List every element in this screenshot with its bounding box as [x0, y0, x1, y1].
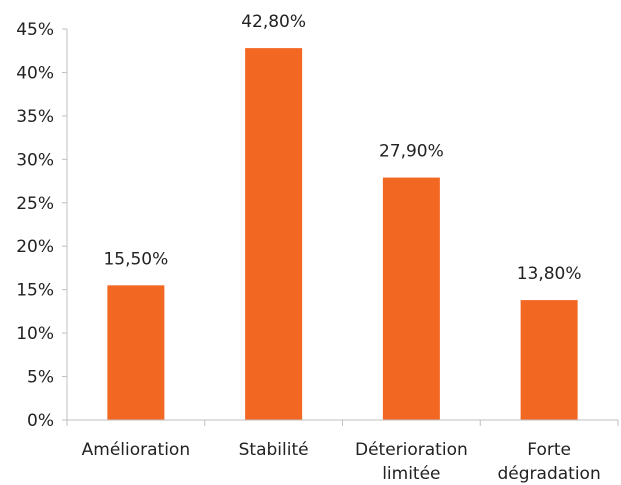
y-tick-label: 40% [16, 63, 54, 83]
x-axis: Amélioration Stabilité Déterioration limité… [66, 419, 619, 484]
data-label: 13,80% [517, 264, 582, 284]
y-tick-label: 20% [16, 237, 54, 257]
y-tick-label: 15% [16, 281, 54, 301]
y-tick-label: 35% [16, 107, 54, 127]
y-tick-label: 30% [16, 150, 54, 170]
y-tick-label: 5% [27, 368, 54, 388]
y-tick-label: 45% [16, 20, 54, 40]
y-tick-label: 0% [27, 411, 54, 431]
y-axis: 0% 5% 10% 15% 20% 25% 30% 35% 40% 45% [16, 20, 68, 431]
x-category-label: limitée [382, 464, 440, 484]
bar [520, 300, 578, 420]
data-label: 42,80% [241, 12, 306, 32]
data-label: 27,90% [379, 142, 444, 162]
x-category-label: dégradation [498, 464, 601, 484]
data-label: 15,50% [103, 249, 168, 269]
x-category-label: Stabilité [239, 440, 309, 460]
y-tick-label: 25% [16, 194, 54, 214]
bar [245, 48, 303, 421]
y-tick-label: 10% [16, 324, 54, 344]
bar [382, 177, 440, 420]
bars [107, 48, 578, 421]
x-category-label: Déterioration [355, 440, 468, 460]
x-category-label: Forte [527, 440, 571, 460]
x-category-label: Amélioration [82, 440, 190, 460]
bar [107, 285, 165, 420]
data-labels: 15,50% 42,80% 27,90% 13,80% [103, 12, 581, 284]
